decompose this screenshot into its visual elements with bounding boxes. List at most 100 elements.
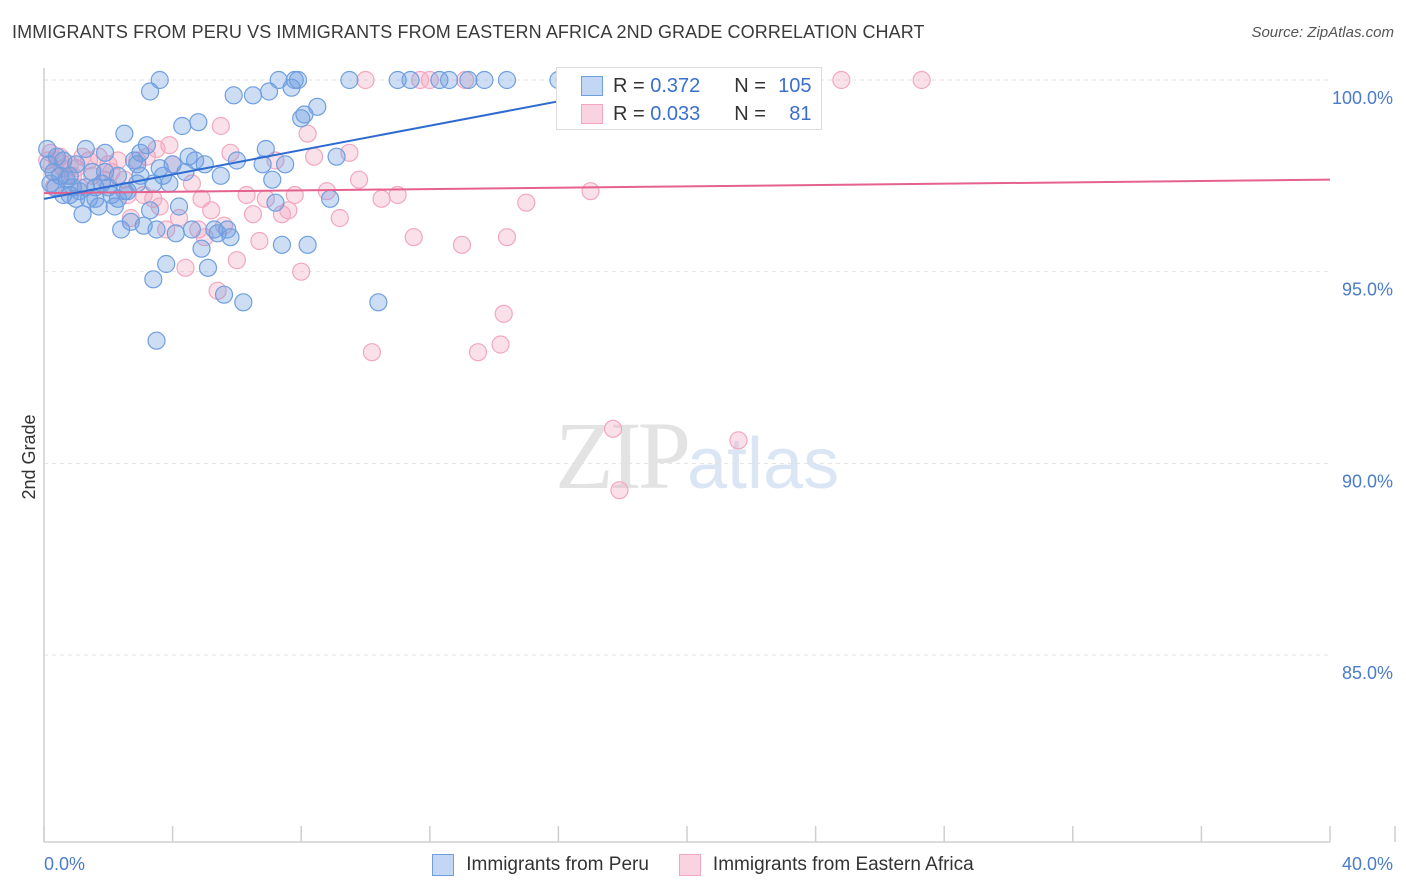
point-eastern-africa xyxy=(227,251,246,270)
point-eastern-africa xyxy=(497,228,517,247)
point-eastern-africa xyxy=(285,185,304,205)
point-peru xyxy=(234,293,253,312)
point-peru xyxy=(388,70,407,90)
point-eastern-africa xyxy=(491,335,510,354)
point-peru xyxy=(60,166,79,185)
stats-legend: R = 0.372 N = 105 R = 0.033 N = 81 xyxy=(556,67,822,130)
point-eastern-africa xyxy=(603,419,623,438)
points-eastern-africa xyxy=(38,70,931,500)
y-tick-label: 85.0% xyxy=(1342,663,1393,683)
point-eastern-africa xyxy=(292,262,311,281)
point-eastern-africa xyxy=(494,304,513,323)
point-eastern-africa xyxy=(237,185,256,205)
point-peru xyxy=(73,205,92,224)
legend-label-peru: Immigrants from Peru xyxy=(466,854,649,875)
points-peru xyxy=(38,70,574,350)
point-eastern-africa xyxy=(517,193,536,212)
point-peru xyxy=(147,220,166,239)
point-peru xyxy=(475,70,494,90)
legend-item-peru[interactable]: Immigrants from Peru xyxy=(432,852,649,878)
point-peru xyxy=(150,70,169,90)
y-tick-label: 90.0% xyxy=(1342,471,1393,491)
point-eastern-africa xyxy=(356,70,375,90)
point-eastern-africa xyxy=(372,189,391,208)
source-label: Source: ZipAtlas.com xyxy=(1251,24,1394,41)
point-peru xyxy=(340,70,359,90)
point-eastern-africa xyxy=(157,220,176,239)
point-peru xyxy=(76,139,95,159)
trend-line-eastern-africa xyxy=(43,178,1331,195)
axes xyxy=(43,68,1396,843)
point-eastern-africa xyxy=(729,431,748,450)
point-peru xyxy=(298,235,317,254)
point-peru xyxy=(192,239,211,258)
point-peru xyxy=(198,258,218,277)
point-peru xyxy=(263,170,282,189)
legend-item-eastern-africa[interactable]: Immigrants from Eastern Africa xyxy=(678,852,974,878)
watermark-atlas: atlas xyxy=(687,424,840,504)
r-value: 0.033 xyxy=(650,102,701,125)
point-peru xyxy=(166,224,185,243)
legend-label-eastern-africa: Immigrants from Eastern Africa xyxy=(712,854,974,875)
r-value: 0.372 xyxy=(650,74,701,97)
series-legend: Immigrants from Peru Immigrants from Eas… xyxy=(0,852,1406,878)
point-peru xyxy=(321,189,340,208)
point-peru xyxy=(140,201,160,220)
eastern-africa-swatch xyxy=(581,104,603,124)
point-eastern-africa xyxy=(304,147,324,166)
point-peru xyxy=(266,193,285,212)
point-peru xyxy=(38,139,57,159)
point-peru xyxy=(67,155,86,174)
point-eastern-africa xyxy=(832,70,851,90)
peru-swatch xyxy=(581,76,603,96)
point-eastern-africa xyxy=(250,231,269,251)
point-peru xyxy=(189,113,208,132)
point-peru xyxy=(276,155,295,174)
point-peru xyxy=(160,174,179,193)
point-eastern-africa xyxy=(192,189,211,208)
point-peru xyxy=(128,155,147,174)
tick-labels: 85.0% 90.0% 95.0% 100.0% 0.0% 40.0% 2nd Grade xyxy=(19,88,1393,874)
point-peru xyxy=(173,116,192,136)
r-label: R = xyxy=(613,74,645,97)
point-peru xyxy=(243,86,263,105)
point-eastern-africa xyxy=(912,70,931,90)
point-eastern-africa xyxy=(243,205,263,224)
point-peru xyxy=(369,293,388,312)
point-eastern-africa xyxy=(349,170,369,189)
x-tick-label-max: 40.0% xyxy=(1342,854,1393,874)
point-peru xyxy=(157,254,176,274)
point-eastern-africa xyxy=(452,235,472,254)
legend-swatch-eastern-africa xyxy=(678,854,701,876)
x-tick-label-min: 0.0% xyxy=(44,854,85,874)
point-eastern-africa xyxy=(150,197,169,216)
chart-title: IMMIGRANTS FROM PERU VS IMMIGRANTS FROM … xyxy=(12,22,925,42)
point-peru xyxy=(144,270,163,289)
point-peru xyxy=(430,70,449,90)
point-eastern-africa xyxy=(581,182,600,201)
point-peru xyxy=(169,197,189,216)
stats-row-eastern-africa: R = 0.033 N = 81 xyxy=(557,100,812,128)
point-peru xyxy=(108,189,128,208)
point-peru xyxy=(95,162,115,182)
point-eastern-africa xyxy=(420,70,439,90)
n-value: 105 xyxy=(778,74,812,97)
point-peru xyxy=(214,285,234,304)
n-label: N = xyxy=(734,102,766,125)
point-peru xyxy=(308,97,327,116)
r-label: R = xyxy=(613,102,645,125)
point-eastern-africa xyxy=(411,70,430,90)
n-value: 81 xyxy=(789,102,812,125)
point-eastern-africa xyxy=(468,343,488,362)
point-peru xyxy=(137,136,156,155)
point-peru xyxy=(147,331,166,350)
point-peru xyxy=(497,70,517,90)
point-peru xyxy=(272,235,292,254)
point-peru xyxy=(327,147,346,166)
point-peru xyxy=(186,151,205,170)
y-tick-label: 95.0% xyxy=(1342,280,1393,300)
point-peru xyxy=(224,86,243,105)
point-eastern-africa xyxy=(176,258,195,277)
point-eastern-africa xyxy=(330,208,349,228)
